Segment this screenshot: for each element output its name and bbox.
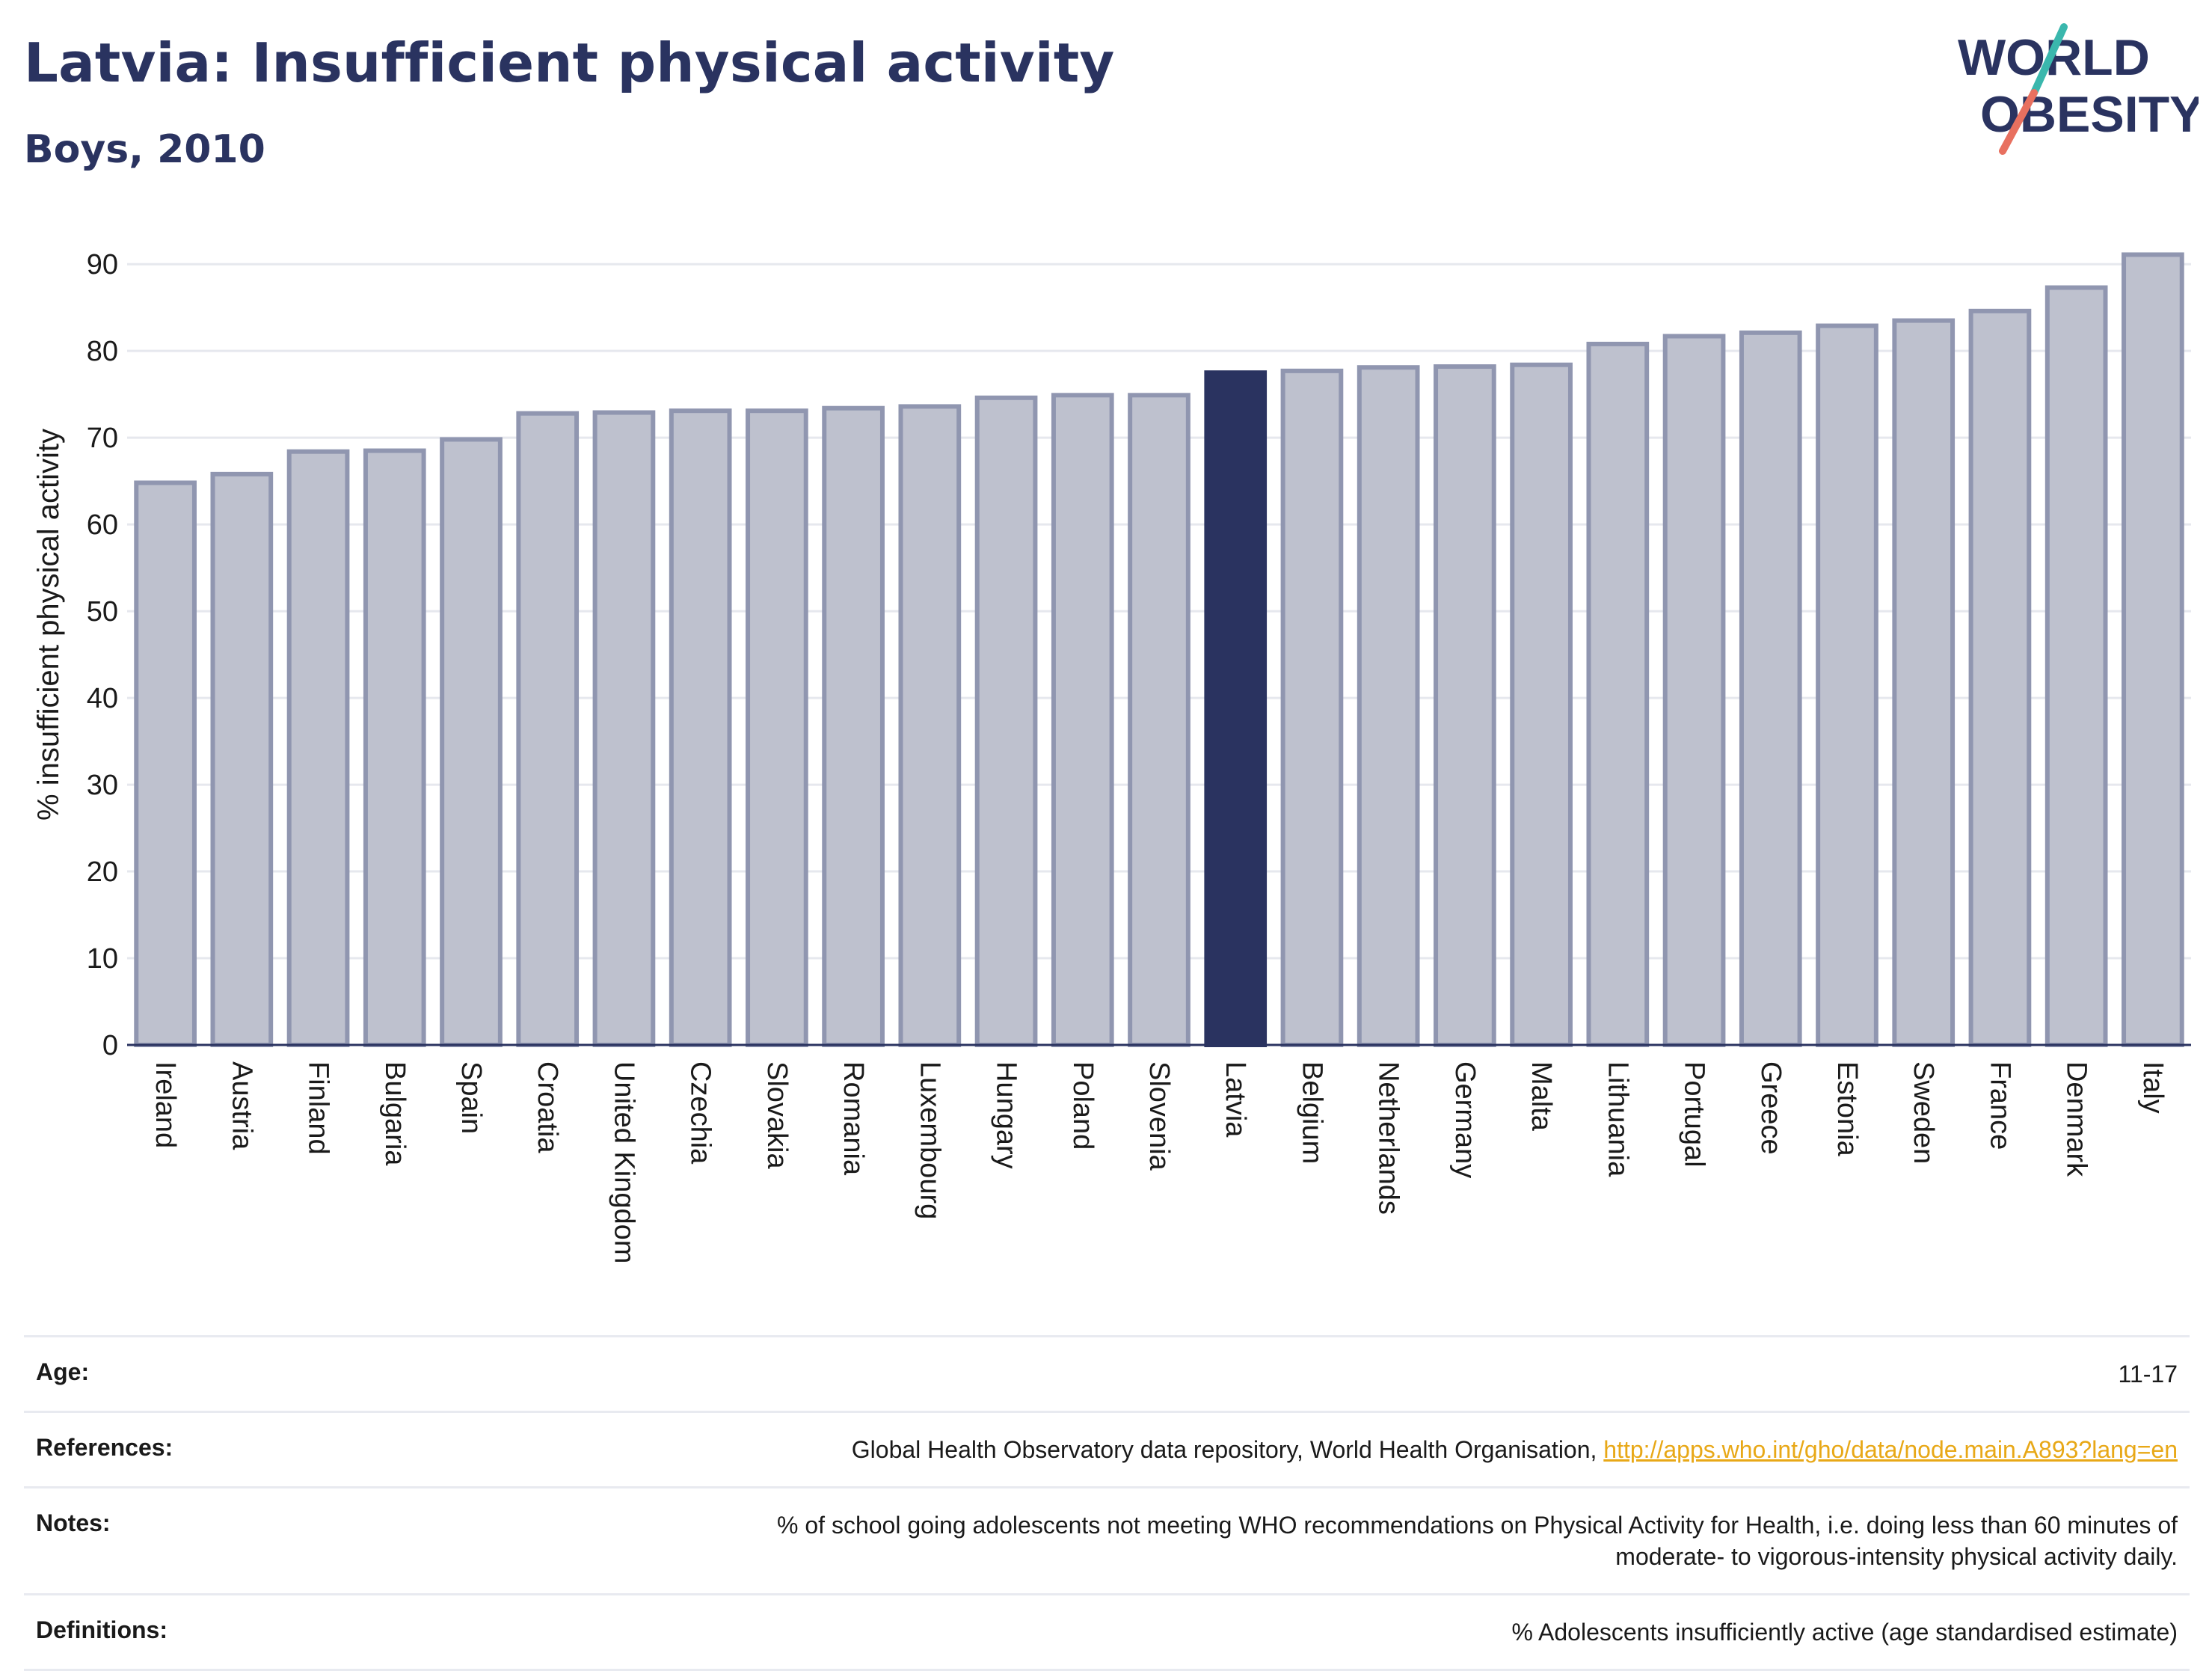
bar-greece: [1739, 330, 1802, 1047]
bar-sweden: [1892, 318, 1956, 1047]
bars: [134, 252, 2184, 1048]
age-value: 11-17: [2118, 1361, 2178, 1388]
axes: 0 10 20 30 40 50 60 70 80 90 Ireland Austria Finland…: [87, 249, 2191, 1263]
notes-value: % of school going adolescents not meetin…: [777, 1509, 2178, 1572]
notes-label: Notes:: [36, 1509, 111, 1536]
x-tick-label: United Kingdom: [608, 1061, 639, 1263]
age-label: Age:: [36, 1358, 90, 1385]
world-obesity-logo[interactable]: WORLD OBESITY: [1952, 21, 2199, 156]
bar-slovenia: [1128, 393, 1191, 1047]
bar-lithuania: [1586, 341, 1650, 1048]
x-tick-label: Ireland: [150, 1061, 181, 1148]
x-tick-label: Greece: [1755, 1061, 1787, 1155]
notes-line-1: % of school going adolescents not meetin…: [777, 1512, 2178, 1539]
y-tick-label: 30: [87, 770, 118, 801]
bar-slovakia: [746, 408, 808, 1047]
y-tick-label: 50: [87, 596, 118, 628]
bar-estonia: [1816, 323, 1878, 1047]
x-tick-label: Latvia: [1220, 1061, 1251, 1138]
bar-hungary: [974, 395, 1038, 1047]
x-tick-label: Malta: [1526, 1061, 1557, 1132]
x-tick-label: Lithuania: [1602, 1061, 1633, 1177]
x-tick-label: Estonia: [1831, 1061, 1863, 1157]
bar-portugal: [1662, 334, 1726, 1048]
x-tick-label: Netherlands: [1373, 1061, 1404, 1215]
bar-united-kingdom: [592, 410, 656, 1047]
logo-slash-coral: [1999, 89, 2038, 155]
bar-czechia: [669, 408, 732, 1047]
bar-bulgaria: [363, 448, 426, 1047]
bar-netherlands: [1357, 365, 1420, 1047]
logo-slash-teal: [2030, 23, 2068, 96]
x-tick-label: Finland: [303, 1061, 334, 1155]
bar-denmark: [2044, 285, 2108, 1048]
references-link[interactable]: http://apps.who.int/gho/data/node.main.A…: [1603, 1436, 2178, 1463]
y-tick-label: 0: [102, 1030, 118, 1061]
y-tick-label: 20: [87, 856, 118, 888]
info-table: Age: 11-17 References: Global Health Obs…: [24, 1335, 2190, 1671]
notes-row: Notes: % of school going adolescents not…: [24, 1486, 2190, 1593]
definitions-row: Definitions: % Adolescents insufficientl…: [24, 1593, 2190, 1671]
page-title: Latvia: Insufficient physical activity: [24, 31, 1115, 94]
x-tick-label: Germany: [1449, 1061, 1481, 1178]
x-tick-label: Italy: [2137, 1061, 2169, 1114]
y-tick-label: 40: [87, 683, 118, 714]
bar-finland: [286, 449, 350, 1047]
bar-belgium: [1280, 368, 1344, 1047]
bar-spain: [440, 437, 503, 1047]
bar-luxembourg: [898, 404, 962, 1047]
x-tick-label: France: [1984, 1061, 2015, 1150]
y-tick-label: 10: [87, 943, 118, 975]
y-tick-label: 80: [87, 336, 118, 367]
x-tick-label: Poland: [1067, 1061, 1099, 1150]
bar-poland: [1051, 393, 1114, 1047]
y-axis-label: % insufficient physical activity: [32, 429, 65, 821]
references-text: Global Health Observatory data repositor…: [851, 1436, 1604, 1463]
bar-france: [1968, 308, 2032, 1047]
bar-latvia: [1204, 370, 1268, 1048]
definitions-label: Definitions:: [36, 1616, 168, 1643]
x-tick-label: Denmark: [2061, 1061, 2092, 1177]
age-row: Age: 11-17: [24, 1335, 2190, 1411]
bar-italy: [2122, 252, 2184, 1048]
references-value: Global Health Observatory data repositor…: [852, 1434, 2178, 1465]
x-tick-label: Czechia: [685, 1061, 716, 1165]
bar-germany: [1434, 364, 1496, 1047]
logo-text-obesity: OBESITY: [1980, 86, 2199, 143]
x-tick-label: Croatia: [532, 1061, 563, 1153]
definitions-value: % Adolescents insufficiently active (age…: [1511, 1619, 2178, 1646]
x-tick-label: Bulgaria: [379, 1061, 411, 1166]
y-tick-label: 60: [87, 509, 118, 541]
bar-ireland: [134, 480, 197, 1047]
references-row: References: Global Health Observatory da…: [24, 1411, 2190, 1486]
y-tick-label: 70: [87, 423, 118, 454]
x-tick-label: Sweden: [1908, 1061, 1939, 1164]
bar-romania: [822, 405, 885, 1047]
bar-croatia: [516, 411, 580, 1047]
page-subtitle: Boys, 2010: [24, 127, 265, 172]
x-tick-label: Slovakia: [761, 1061, 793, 1169]
x-tick-label: Belgium: [1296, 1061, 1327, 1164]
x-tick-label: Romania: [838, 1061, 869, 1176]
bar-malta: [1510, 362, 1573, 1048]
x-tick-label: Slovenia: [1143, 1061, 1175, 1171]
x-tick-label: Austria: [226, 1061, 257, 1150]
x-tick-label: Luxembourg: [914, 1061, 945, 1219]
bar-austria: [210, 471, 274, 1047]
bar-chart: 0 10 20 30 40 50 60 70 80 90 Ireland Austria Finland…: [32, 249, 2191, 1263]
references-label: References:: [36, 1434, 173, 1461]
x-tick-label: Hungary: [991, 1061, 1022, 1169]
x-tick-label: Spain: [455, 1061, 487, 1134]
x-tick-label: Portugal: [1679, 1061, 1710, 1168]
y-tick-label: 90: [87, 249, 118, 280]
notes-line-2: moderate- to vigorous-intensity physical…: [1615, 1543, 2178, 1570]
